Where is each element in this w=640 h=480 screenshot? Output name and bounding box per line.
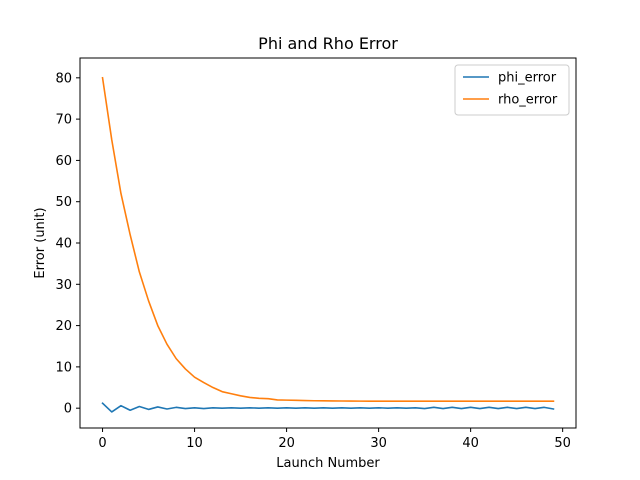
x-tick-label: 20 bbox=[278, 436, 295, 451]
series-line-rho-error bbox=[101, 76, 555, 402]
y-tick-label: 30 bbox=[55, 278, 72, 293]
y-tick-label: 10 bbox=[55, 360, 72, 375]
chart-title: Phi and Rho Error bbox=[258, 34, 398, 53]
x-axis-ticks: 0 10 20 30 40 50 bbox=[98, 428, 571, 451]
y-tick-label: 50 bbox=[55, 195, 72, 210]
series-layer bbox=[101, 76, 555, 413]
series-line-phi-error bbox=[101, 402, 555, 413]
x-tick-label: 30 bbox=[370, 436, 387, 451]
legend: phi_error rho_error bbox=[454, 64, 570, 116]
y-axis-ticks: 0 10 20 30 40 50 60 70 80 bbox=[55, 71, 80, 417]
y-axis-label: Error (unit) bbox=[33, 207, 48, 278]
y-tick-label: 20 bbox=[55, 319, 72, 334]
x-tick-label: 10 bbox=[186, 436, 203, 451]
legend-label: rho_error bbox=[498, 93, 558, 108]
x-axis-label: Launch Number bbox=[276, 456, 380, 471]
y-tick-label: 0 bbox=[64, 402, 72, 417]
y-tick-label: 80 bbox=[55, 71, 72, 86]
y-tick-label: 40 bbox=[55, 237, 72, 252]
y-tick-label: 60 bbox=[55, 154, 72, 169]
x-tick-label: 50 bbox=[554, 436, 571, 451]
y-tick-label: 70 bbox=[55, 113, 72, 128]
x-tick-label: 40 bbox=[462, 436, 479, 451]
x-tick-label: 0 bbox=[98, 436, 106, 451]
legend-label: phi_error bbox=[498, 71, 557, 86]
